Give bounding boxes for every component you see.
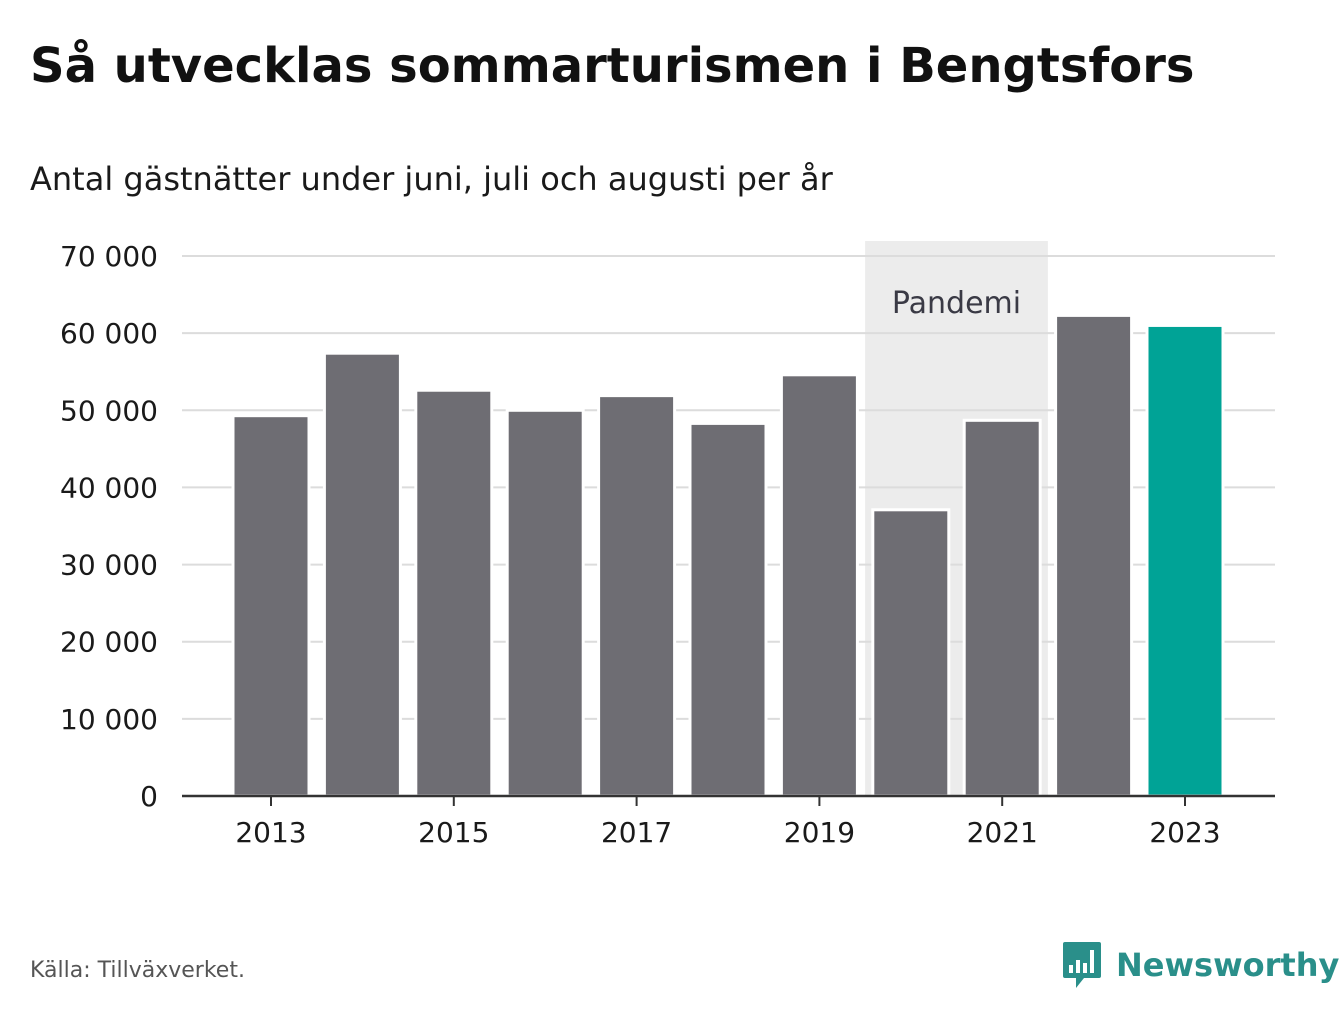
bar-2022	[1054, 313, 1134, 798]
annotation-label: Pandemi	[892, 286, 1021, 321]
x-tick-label: 2013	[235, 816, 306, 849]
bar-2018	[688, 421, 768, 798]
x-tick-label: 2019	[784, 816, 855, 849]
bar-2019	[779, 373, 859, 798]
bar-chart: Pandemi 0 10 000 20 000 30 000 40 000 50 000 6…	[60, 240, 1275, 849]
chart-subtitle: Antal gästnätter under juni, juli och au…	[30, 160, 833, 198]
y-tick-label: 0	[140, 780, 158, 813]
bar-2023	[1145, 323, 1225, 798]
bars	[231, 313, 1225, 798]
x-axis-ticks: 2013 2015 2017 2019 2021 2023	[235, 796, 1221, 849]
bar-2020	[871, 508, 951, 798]
x-tick-label: 2021	[967, 816, 1038, 849]
bar-2013	[231, 414, 311, 798]
brand: Newsworthy	[1062, 940, 1339, 990]
y-tick-label: 60 000	[60, 317, 158, 350]
source-note: Källa: Tillväxverket.	[30, 958, 245, 983]
bar-2021	[962, 418, 1042, 798]
y-axis-ticks: 0 10 000 20 000 30 000 40 000 50 000 60 000 70 …	[60, 240, 158, 813]
y-tick-label: 20 000	[60, 626, 158, 659]
y-tick-label: 40 000	[60, 471, 158, 504]
y-tick-label: 10 000	[60, 703, 158, 736]
bar-2014	[322, 351, 402, 798]
newsworthy-logo-icon	[1063, 942, 1101, 988]
y-tick-label: 70 000	[60, 240, 158, 273]
bar-2016	[505, 408, 585, 798]
x-tick-label: 2017	[601, 816, 672, 849]
x-tick-label: 2015	[418, 816, 489, 849]
y-tick-label: 50 000	[60, 394, 158, 427]
y-tick-label: 30 000	[60, 549, 158, 582]
x-tick-label: 2023	[1149, 816, 1220, 849]
bar-2017	[597, 394, 677, 798]
chart-title: Så utvecklas sommarturismen i Bengtsfors	[30, 38, 1195, 94]
brand-name: Newsworthy	[1116, 946, 1340, 984]
bar-2015	[414, 388, 494, 798]
